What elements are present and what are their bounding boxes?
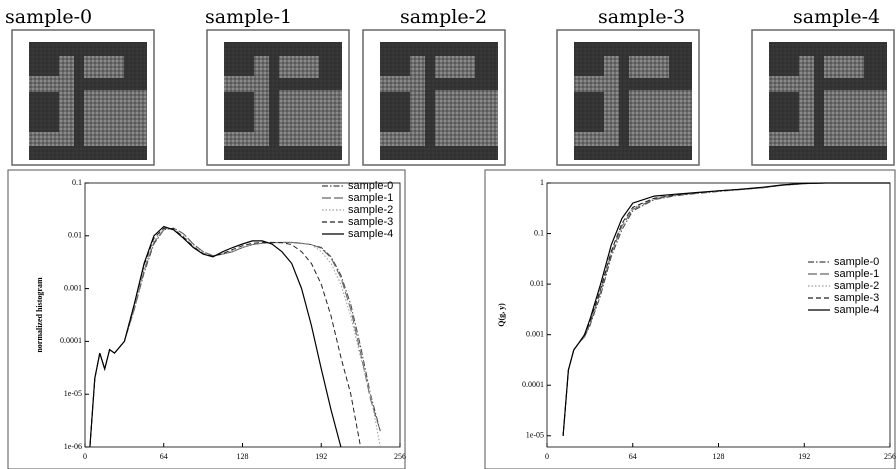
image-shape [425, 56, 435, 146]
sample-image [556, 29, 700, 166]
legend-label: sample-2 [348, 204, 393, 216]
series-line [89, 227, 381, 448]
y-tick-label: 1 [540, 178, 544, 187]
image-shape [29, 146, 147, 160]
sample-image [751, 29, 895, 166]
legend-label: sample-4 [834, 304, 879, 316]
image-shape [864, 56, 887, 78]
legend-label: sample-2 [834, 280, 879, 292]
panel-frame [7, 169, 406, 469]
sample-image [362, 29, 506, 166]
y-tick-label: 0.01 [530, 279, 544, 288]
image-shape [435, 78, 498, 90]
image-shape [224, 92, 254, 132]
y-tick-label: 0.01 [68, 231, 82, 240]
series-line [89, 228, 381, 448]
sample-label: sample-0 [5, 6, 92, 28]
x-tick-label: 256 [394, 452, 406, 461]
y-tick-label: 0.1 [72, 178, 82, 187]
panel-frame [484, 169, 896, 469]
y-tick-label: 0.001 [526, 329, 544, 338]
sample-label: sample-3 [598, 6, 685, 28]
image-shape [84, 78, 147, 90]
y-tick-label: 0.001 [64, 283, 82, 292]
image-shape [224, 42, 342, 56]
image-shape [629, 78, 692, 90]
image-shape [475, 56, 498, 78]
image-shape [29, 42, 147, 56]
x-tick-label: 64 [160, 452, 168, 461]
image-shape [74, 56, 84, 146]
image-shape [29, 92, 59, 132]
y-tick-label: 1e-06 [64, 442, 82, 451]
x-tick-label: 256 [884, 452, 896, 461]
image-shape [124, 56, 147, 78]
image-shape [769, 42, 887, 56]
legend-label: sample-1 [834, 268, 879, 280]
y-axis-label: normalized histogram [35, 277, 44, 353]
series-line [562, 182, 890, 436]
x-tick-label: 128 [237, 452, 249, 461]
series-line [89, 227, 362, 448]
sample-image [11, 29, 155, 166]
image-shape [619, 56, 629, 146]
legend-label: sample-3 [834, 292, 879, 304]
legend-label: sample-0 [834, 256, 879, 268]
legend-label: sample-0 [348, 180, 393, 192]
image-shape [669, 56, 692, 78]
legend-label: sample-3 [348, 216, 393, 228]
legend-label: sample-4 [348, 228, 393, 240]
sample-label: sample-1 [205, 6, 292, 28]
image-shape [380, 42, 498, 56]
image-shape [824, 78, 887, 90]
sample-label: sample-4 [793, 6, 880, 28]
y-tick-label: 0.0001 [60, 336, 82, 345]
x-tick-label: 128 [713, 452, 725, 461]
image-shape [224, 56, 254, 76]
image-shape [574, 92, 604, 132]
x-tick-label: 0 [545, 452, 549, 461]
y-tick-label: 1e-05 [526, 431, 544, 440]
image-shape [279, 78, 342, 90]
image-shape [769, 92, 799, 132]
image-shape [574, 56, 604, 76]
image-shape [814, 56, 824, 146]
sample-label: sample-2 [400, 6, 487, 28]
image-shape [574, 42, 692, 56]
image-shape [769, 146, 887, 160]
x-tick-label: 0 [83, 452, 87, 461]
y-tick-label: 1e-05 [64, 389, 82, 398]
image-shape [380, 146, 498, 160]
legend-label: sample-1 [348, 192, 393, 204]
x-tick-label: 192 [798, 452, 810, 461]
x-tick-label: 192 [315, 452, 327, 461]
image-shape [769, 56, 799, 76]
image-shape [574, 146, 692, 160]
series-line [89, 225, 342, 448]
image-shape [319, 56, 342, 78]
image-shape [269, 56, 279, 146]
y-tick-label: 0.0001 [522, 380, 544, 389]
series-line [89, 227, 381, 448]
image-shape [224, 146, 342, 160]
x-tick-label: 64 [629, 452, 637, 461]
image-shape [380, 92, 410, 132]
sample-image [206, 29, 350, 166]
image-shape [29, 56, 59, 76]
image-shape [380, 56, 410, 76]
y-axis-label: Q(g, y) [497, 303, 506, 327]
y-tick-label: 0.1 [534, 228, 544, 237]
